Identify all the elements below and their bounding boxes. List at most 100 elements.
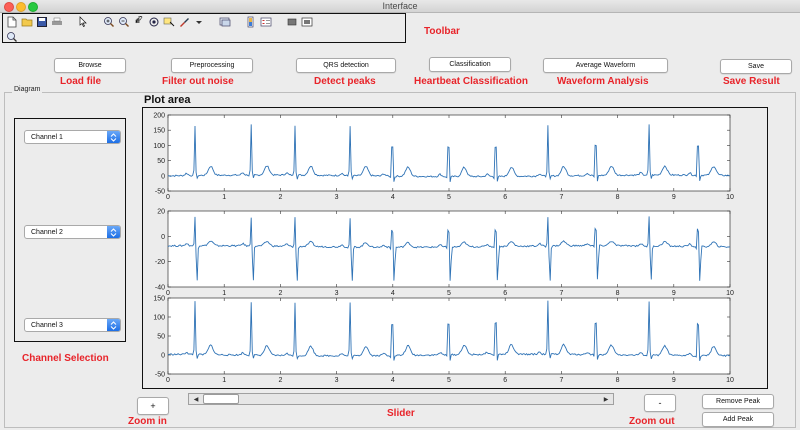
- x-tick-label: 10: [726, 290, 734, 297]
- pan-hand-icon[interactable]: [132, 15, 146, 29]
- average-waveform-button[interactable]: Average Waveform: [543, 58, 668, 73]
- browse-button[interactable]: Browse: [54, 58, 126, 73]
- zoom-in-icon[interactable]: [102, 15, 116, 29]
- y-tick-label: 100: [153, 315, 165, 322]
- y-tick-label: 50: [157, 334, 165, 341]
- slider-left-arrow-icon[interactable]: ◀: [193, 396, 199, 403]
- toolbar-row-2: [5, 30, 19, 42]
- show-plot-tools-icon[interactable]: [300, 15, 314, 29]
- y-tick-label: 200: [153, 113, 165, 120]
- waveform-analysis-annotation: Waveform Analysis: [557, 76, 649, 87]
- y-tick-label: -50: [155, 372, 165, 379]
- ecg-subplot-2: 0 1 2 3 4 5 6 7 8 9 10 -40 -20 0 20: [155, 209, 734, 298]
- ecg-signal-line: [167, 216, 731, 281]
- open-folder-icon[interactable]: [20, 15, 34, 29]
- zoom-in-annotation: Zoom in: [128, 416, 167, 427]
- zoom-in-button[interactable]: +: [137, 397, 169, 415]
- preprocessing-button[interactable]: Preprocessing: [171, 58, 253, 73]
- colorbar-icon[interactable]: [244, 15, 258, 29]
- maximize-window-button[interactable]: [28, 2, 38, 12]
- x-tick-label: 1: [222, 377, 226, 384]
- updown-arrow-icon: [107, 319, 120, 331]
- y-tick-label: 50: [157, 158, 165, 165]
- hide-plot-tools-icon[interactable]: [285, 15, 299, 29]
- close-window-button[interactable]: [4, 2, 14, 12]
- x-tick-label: 2: [278, 290, 282, 297]
- zoom-out-annotation: Zoom out: [629, 416, 675, 427]
- new-file-icon[interactable]: [5, 15, 19, 29]
- toolbar-annotation: Toolbar: [424, 26, 460, 37]
- x-tick-label: 2: [278, 377, 282, 384]
- x-tick-label: 5: [447, 377, 451, 384]
- y-tick-label: -40: [155, 285, 165, 292]
- dropdown-arrow-icon[interactable]: [192, 15, 206, 29]
- print-icon[interactable]: [50, 15, 64, 29]
- save-icon[interactable]: [35, 15, 49, 29]
- x-tick-label: 6: [503, 377, 507, 384]
- toolbar-row-1: [5, 15, 314, 29]
- y-tick-label: 20: [157, 209, 165, 216]
- data-cursor-icon[interactable]: [162, 15, 176, 29]
- y-tick-label: -20: [155, 259, 165, 266]
- y-tick-label: -50: [155, 189, 165, 196]
- updown-arrow-icon: [107, 131, 120, 143]
- x-tick-label: 7: [559, 194, 563, 201]
- save-result-annotation: Save Result: [723, 76, 780, 87]
- minimize-window-button[interactable]: [16, 2, 26, 12]
- remove-peak-button[interactable]: Remove Peak: [702, 394, 774, 409]
- x-tick-label: 7: [559, 290, 563, 297]
- y-tick-label: 150: [153, 128, 165, 135]
- qrs-detection-button[interactable]: QRS detection: [296, 58, 396, 73]
- plot-area-title: Plot area: [144, 94, 191, 106]
- zoom-out-button[interactable]: -: [644, 394, 676, 412]
- slider-thumb[interactable]: [203, 394, 239, 404]
- cursor-icon[interactable]: [76, 15, 90, 29]
- window-title: Interface: [382, 1, 418, 11]
- x-tick-label: 9: [672, 194, 676, 201]
- toolbar: [2, 13, 406, 43]
- updown-arrow-icon: [107, 226, 120, 238]
- load-file-annotation: Load file: [60, 76, 102, 87]
- y-tick-label: 0: [161, 234, 165, 241]
- rotate-3d-icon[interactable]: [147, 15, 161, 29]
- x-tick-label: 3: [335, 377, 339, 384]
- ecg-signal-line: [167, 124, 730, 182]
- x-tick-label: 9: [672, 290, 676, 297]
- detect-peaks-annotation: Detect peaks: [314, 76, 376, 87]
- classification-button[interactable]: Classification: [429, 57, 511, 72]
- x-tick-label: 5: [447, 290, 451, 297]
- slider-annotation: Slider: [387, 408, 415, 419]
- filter-noise-annotation: Filter out noise: [162, 76, 234, 87]
- slider[interactable]: ◀ ▶: [188, 393, 614, 405]
- brush-icon[interactable]: [177, 15, 191, 29]
- x-tick-label: 1: [222, 290, 226, 297]
- legend-icon[interactable]: [259, 15, 273, 29]
- x-tick-label: 2: [278, 194, 282, 201]
- x-tick-label: 4: [391, 194, 395, 201]
- x-tick-label: 0: [166, 377, 170, 384]
- channel-2-select[interactable]: Channel 2: [24, 225, 121, 239]
- link-plot-icon[interactable]: [218, 15, 232, 29]
- channel-2-label: Channel 2: [31, 228, 63, 236]
- heartbeat-classification-annotation: Heartbeat Classification: [414, 76, 528, 87]
- x-tick-label: 3: [335, 290, 339, 297]
- save-button[interactable]: Save: [720, 59, 792, 74]
- zoom-out-icon[interactable]: [117, 15, 131, 29]
- add-peak-button[interactable]: Add Peak: [702, 412, 774, 427]
- x-tick-label: 4: [391, 290, 395, 297]
- channel-selection-annotation: Channel Selection: [22, 353, 109, 364]
- x-tick-label: 3: [335, 194, 339, 201]
- x-tick-label: 9: [672, 377, 676, 384]
- channel-1-select[interactable]: Channel 1: [24, 130, 121, 144]
- x-tick-label: 6: [503, 290, 507, 297]
- x-tick-label: 10: [726, 377, 734, 384]
- diagram-label: Diagram: [12, 86, 43, 93]
- y-tick-label: 150: [153, 296, 165, 303]
- channel-3-select[interactable]: Channel 3: [24, 318, 121, 332]
- slider-right-arrow-icon[interactable]: ▶: [603, 396, 609, 403]
- zoom-magnifier-icon[interactable]: [5, 30, 19, 44]
- y-tick-label: 100: [153, 143, 165, 150]
- diagram-panel: [4, 92, 796, 428]
